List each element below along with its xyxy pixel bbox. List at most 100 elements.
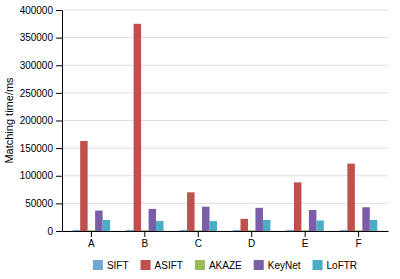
x-tick-mark — [91, 231, 92, 237]
bar — [103, 220, 110, 231]
x-tick-mark — [305, 231, 306, 237]
bar — [88, 230, 95, 231]
bar — [301, 230, 308, 231]
legend-item: ASIFT — [141, 260, 183, 271]
bar — [347, 164, 354, 231]
bar-series — [103, 220, 378, 231]
bar — [149, 209, 156, 231]
y-axis-title: Matching time/ms — [3, 77, 15, 164]
bar — [156, 221, 163, 231]
bar — [316, 221, 323, 231]
bar — [263, 220, 270, 231]
x-tick-mark — [198, 231, 199, 237]
bar — [340, 230, 347, 231]
grid-line — [62, 203, 388, 204]
grid-line — [62, 120, 388, 121]
grid-line — [62, 37, 388, 38]
bar — [180, 230, 187, 231]
bar — [141, 230, 148, 231]
y-tick-label: 100000 — [20, 170, 54, 181]
x-axis-line — [63, 231, 389, 232]
y-tick-mark — [56, 203, 62, 204]
y-tick-label: 400000 — [20, 5, 54, 16]
grid — [62, 10, 388, 231]
y-tick: 50000 — [25, 198, 62, 209]
x-tick-mark — [251, 231, 252, 237]
legend-item: SIFT — [93, 260, 129, 271]
legend-label: LoFTR — [327, 260, 358, 271]
bars — [73, 24, 378, 231]
grid-line — [62, 148, 388, 149]
y-tick-mark — [56, 65, 62, 66]
legend-item: KeyNet — [254, 260, 301, 271]
legend-label: ASIFT — [155, 260, 183, 271]
grid-line — [62, 65, 388, 66]
y-axis: 0 50000 100000 150000 200000 250000 300000 3500… — [20, 5, 63, 237]
bar — [255, 208, 262, 231]
x-tick: D — [248, 231, 255, 249]
legend-item: AKAZE — [195, 260, 242, 271]
y-tick-mark — [56, 93, 62, 94]
bar — [202, 207, 209, 231]
x-tick: B — [142, 231, 149, 249]
legend-swatch — [195, 260, 205, 270]
bar — [187, 192, 194, 231]
x-axis: A B C D E F — [63, 231, 389, 249]
bar — [134, 24, 141, 231]
y-tick-label: 350000 — [20, 32, 54, 43]
y-tick-mark — [56, 10, 62, 11]
bar — [370, 220, 377, 231]
bar — [210, 221, 217, 231]
bar — [309, 210, 316, 231]
bar — [294, 182, 301, 231]
y-tick-label: 50000 — [25, 198, 53, 209]
x-tick-label: E — [302, 238, 309, 249]
x-tick: A — [88, 231, 95, 249]
y-tick-label: 250000 — [20, 88, 54, 99]
x-tick-label: C — [195, 238, 202, 249]
x-tick-mark — [144, 231, 145, 237]
bar-series — [80, 24, 355, 231]
y-tick-mark — [56, 176, 62, 177]
y-tick-label: 300000 — [20, 60, 54, 71]
legend-label: SIFT — [107, 260, 129, 271]
y-tick-mark — [56, 148, 62, 149]
bar — [286, 230, 293, 231]
x-tick: E — [302, 231, 309, 249]
y-tick-mark — [56, 231, 62, 232]
x-tick: C — [195, 231, 202, 249]
y-tick: 350000 — [20, 32, 62, 43]
x-tick-label: F — [356, 238, 362, 249]
legend-swatch — [313, 260, 323, 270]
y-tick-mark — [56, 121, 62, 122]
bar — [355, 230, 362, 231]
y-tick-label: 150000 — [20, 143, 54, 154]
grid-line — [62, 175, 388, 176]
bar — [126, 230, 133, 231]
y-tick: 200000 — [20, 115, 62, 126]
y-tick-mark — [56, 38, 62, 39]
y-tick: 400000 — [20, 5, 62, 16]
x-tick: F — [356, 231, 362, 249]
bar — [195, 230, 202, 231]
legend-label: AKAZE — [209, 260, 242, 271]
y-tick-label: 0 — [47, 226, 53, 237]
x-tick-label: A — [88, 238, 95, 249]
chart: 0 50000 100000 150000 200000 250000 300000 3500… — [0, 0, 400, 279]
legend-swatch — [93, 260, 103, 270]
x-tick-label: D — [248, 238, 255, 249]
bar — [240, 219, 247, 231]
legend-label: KeyNet — [268, 260, 301, 271]
y-tick: 250000 — [20, 88, 62, 99]
grid-line — [62, 92, 388, 93]
y-tick: 150000 — [20, 143, 62, 154]
legend-swatch — [141, 260, 151, 270]
legend-item: LoFTR — [313, 260, 358, 271]
bar — [95, 211, 102, 231]
bar-series — [95, 207, 370, 231]
bar — [80, 141, 87, 231]
plot: 0 50000 100000 150000 200000 250000 300000 3500… — [20, 5, 389, 249]
legend-swatch — [254, 260, 264, 270]
y-tick: 0 — [47, 226, 62, 237]
bar — [233, 230, 240, 231]
